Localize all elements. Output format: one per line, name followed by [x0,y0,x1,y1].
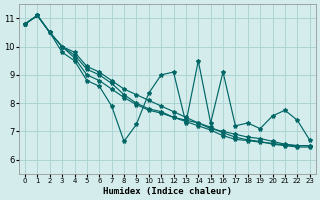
X-axis label: Humidex (Indice chaleur): Humidex (Indice chaleur) [103,187,232,196]
